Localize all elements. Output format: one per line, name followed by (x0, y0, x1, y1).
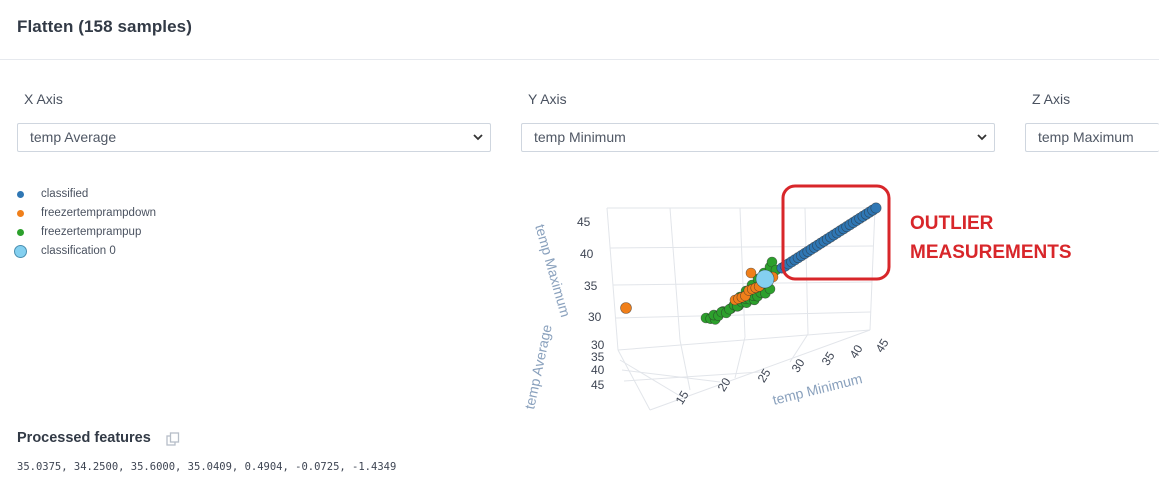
legend-label: classification 0 (41, 245, 116, 257)
copy-icon[interactable] (166, 432, 180, 446)
data-points (620, 202, 882, 325)
data-point-classified[interactable] (870, 202, 882, 214)
y-tick-label: 20 (715, 375, 734, 394)
z-tick-label: 45 (577, 215, 591, 229)
x-axis-select[interactable]: temp Average (17, 123, 491, 152)
x-tick-label: 40 (591, 363, 605, 377)
y-tick-label: 25 (755, 366, 774, 385)
outlier-highlight-box (781, 184, 891, 281)
legend-item-freezertemprampdown[interactable]: freezertemprampdown (17, 204, 156, 223)
header-divider (0, 59, 1159, 60)
x-tick-label: 45 (591, 378, 605, 392)
x-tick-label: 30 (591, 338, 605, 352)
x-tick-label: 35 (591, 350, 605, 364)
chevron-down-icon (977, 134, 987, 141)
y-axis-select[interactable]: temp Minimum (521, 123, 995, 152)
legend-label: freezertemprampup (41, 226, 142, 238)
data-point-freezertemprampdown[interactable] (620, 302, 632, 314)
y-axis-label: Y Axis (528, 91, 567, 107)
y-axis-title: temp Minimum (771, 370, 864, 408)
x-axis-title: temp Average (521, 323, 555, 411)
z-tick-label: 35 (584, 279, 598, 293)
y-tick-label: 35 (819, 349, 838, 368)
plot-grid (606, 207, 876, 411)
legend-label: classified (41, 188, 89, 200)
data-point-freezertemprampdown[interactable] (745, 267, 757, 279)
plot-legend: classified freezertemprampdown freezerte… (14, 185, 156, 261)
z-axis-select-value: temp Maximum (1038, 129, 1134, 145)
legend-marker-icon (17, 191, 24, 198)
y-tick-label: 40 (847, 342, 866, 361)
x-axis-select-value: temp Average (30, 129, 117, 145)
legend-item-freezertemprampup[interactable]: freezertemprampup (17, 223, 156, 242)
y-tick-label: 45 (873, 336, 892, 355)
chevron-down-icon (473, 134, 483, 141)
page-title: Flatten (158 samples) (17, 17, 192, 36)
processed-features-title: Processed features (17, 430, 151, 446)
outlier-annotation-line2: MEASUREMENTS (910, 242, 1072, 263)
outlier-annotation: OUTLIER MEASUREMENTS (910, 209, 1072, 267)
y-axis-select-value: temp Minimum (534, 129, 626, 145)
z-axis-label: Z Axis (1032, 91, 1071, 107)
processed-features-values: 35.0375, 34.2500, 35.6000, 35.0409, 0.49… (17, 461, 397, 473)
legend-marker-icon (14, 245, 27, 258)
outlier-annotation-line1: OUTLIER (910, 213, 994, 234)
z-axis-select[interactable]: temp Maximum (1025, 123, 1159, 152)
legend-item-classified[interactable]: classified (17, 185, 156, 204)
legend-item-classification-0[interactable]: classification 0 (14, 242, 156, 261)
y-tick-label: 15 (673, 388, 692, 407)
legend-label: freezertemprampdown (41, 207, 157, 219)
legend-marker-icon (17, 229, 24, 236)
z-axis-title: temp Maximum (532, 222, 574, 318)
x-axis-label: X Axis (24, 91, 63, 107)
z-tick-label: 30 (588, 310, 602, 324)
z-tick-label: 40 (580, 247, 594, 261)
legend-marker-icon (17, 210, 24, 217)
data-point-classification-0[interactable] (755, 269, 775, 289)
